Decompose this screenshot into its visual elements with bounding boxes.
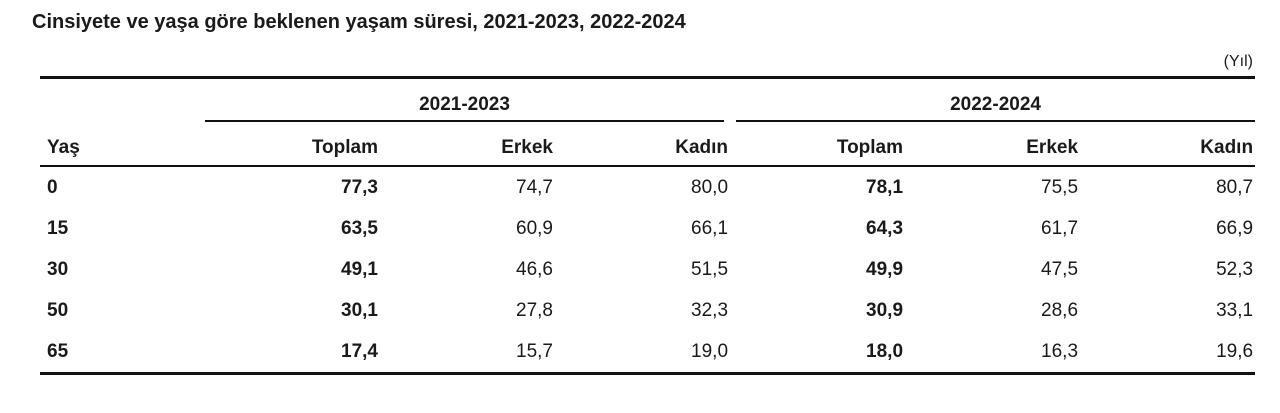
group-header-row: 2021-2023 2022-2024 bbox=[40, 77, 1256, 122]
value-cell-kadin-1: 66,1 bbox=[691, 217, 729, 239]
group-header-spacer bbox=[40, 77, 205, 122]
value-cell-kadin-2: 52,3 bbox=[1216, 258, 1254, 280]
table-row-age-65: 65 17,4 15,7 19,0 18,0 16,3 19,6 bbox=[40, 331, 1255, 374]
value-cell-toplam-1: 17,4 bbox=[341, 340, 378, 362]
table-wrap: (Yıl) 2021-2023 2022-2024 Yaş bbox=[40, 53, 1256, 375]
column-header-erkek-1: Erkek bbox=[380, 121, 555, 167]
value-cell-erkek-2: 75,5 bbox=[1041, 176, 1079, 198]
value-cell-kadin-1: 32,3 bbox=[691, 299, 729, 321]
value-cell-toplam-1: 30,1 bbox=[341, 299, 378, 321]
value-cell-kadin-1: 51,5 bbox=[691, 258, 729, 280]
value-cell-toplam-2: 64,3 bbox=[866, 217, 904, 239]
value-cell-erkek-1: 27,8 bbox=[516, 299, 553, 321]
table-row-age-15: 15 63,5 60,9 66,1 64,3 61,7 66,9 bbox=[40, 208, 1255, 249]
group-label-2021-2023: 2021-2023 bbox=[205, 79, 725, 122]
value-cell-kadin-2: 66,9 bbox=[1216, 217, 1254, 239]
group-label-2022-2024: 2022-2024 bbox=[736, 79, 1256, 122]
value-cell-toplam-2: 18,0 bbox=[866, 340, 904, 362]
value-cell-erkek-2: 47,5 bbox=[1041, 258, 1079, 280]
value-cell-toplam-2: 30,9 bbox=[866, 299, 904, 321]
value-cell-erkek-1: 46,6 bbox=[516, 258, 553, 280]
age-column-header: Yaş bbox=[40, 121, 205, 167]
column-header-toplam-1: Toplam bbox=[205, 121, 380, 167]
life-expectancy-table: 2021-2023 2022-2024 Yaş Toplam Erkek Kad… bbox=[40, 75, 1256, 375]
age-cell: 15 bbox=[47, 217, 69, 239]
value-cell-erkek-2: 61,7 bbox=[1041, 217, 1079, 239]
value-cell-toplam-2: 78,1 bbox=[866, 176, 904, 198]
value-cell-erkek-2: 28,6 bbox=[1041, 299, 1079, 321]
column-header-kadin-2: Kadın bbox=[1080, 121, 1256, 167]
value-cell-kadin-2: 19,6 bbox=[1216, 340, 1254, 362]
unit-label: (Yıl) bbox=[1223, 53, 1253, 70]
age-cell: 0 bbox=[47, 176, 58, 198]
group-header-2022-2024: 2022-2024 bbox=[730, 77, 1256, 122]
value-cell-kadin-2: 33,1 bbox=[1216, 299, 1254, 321]
page: Cinsiyete ve yaşa göre beklenen yaşam sü… bbox=[32, 11, 1256, 375]
value-cell-toplam-2: 49,9 bbox=[866, 258, 904, 280]
value-cell-erkek-1: 74,7 bbox=[516, 176, 553, 198]
age-cell: 65 bbox=[47, 340, 69, 362]
group-header-2021-2023: 2021-2023 bbox=[205, 77, 730, 122]
value-cell-toplam-1: 49,1 bbox=[341, 258, 378, 280]
value-cell-toplam-1: 63,5 bbox=[341, 217, 378, 239]
value-cell-erkek-1: 15,7 bbox=[516, 340, 553, 362]
page-title: Cinsiyete ve yaşa göre beklenen yaşam sü… bbox=[32, 11, 686, 33]
age-cell: 50 bbox=[47, 299, 69, 321]
column-header-toplam-2: Toplam bbox=[730, 121, 906, 167]
value-cell-erkek-2: 16,3 bbox=[1041, 340, 1079, 362]
column-header-erkek-2: Erkek bbox=[905, 121, 1081, 167]
table-row-age-30: 30 49,1 46,6 51,5 49,9 47,5 52,3 bbox=[40, 249, 1255, 290]
age-cell: 30 bbox=[47, 258, 69, 280]
value-cell-kadin-1: 19,0 bbox=[691, 340, 729, 362]
column-header-kadin-1: Kadın bbox=[555, 121, 731, 167]
value-cell-kadin-1: 80,0 bbox=[691, 176, 729, 198]
value-cell-erkek-1: 60,9 bbox=[516, 217, 553, 239]
table-row-age-50: 50 30,1 27,8 32,3 30,9 28,6 33,1 bbox=[40, 290, 1255, 331]
column-header-row: Yaş Toplam Erkek Kadın Toplam Erkek Kadı… bbox=[40, 121, 1256, 167]
value-cell-kadin-2: 80,7 bbox=[1216, 176, 1254, 198]
value-cell-toplam-1: 77,3 bbox=[341, 176, 378, 198]
table-row-age-0: 0 77,3 74,7 80,0 78,1 75,5 80,7 bbox=[40, 166, 1255, 208]
